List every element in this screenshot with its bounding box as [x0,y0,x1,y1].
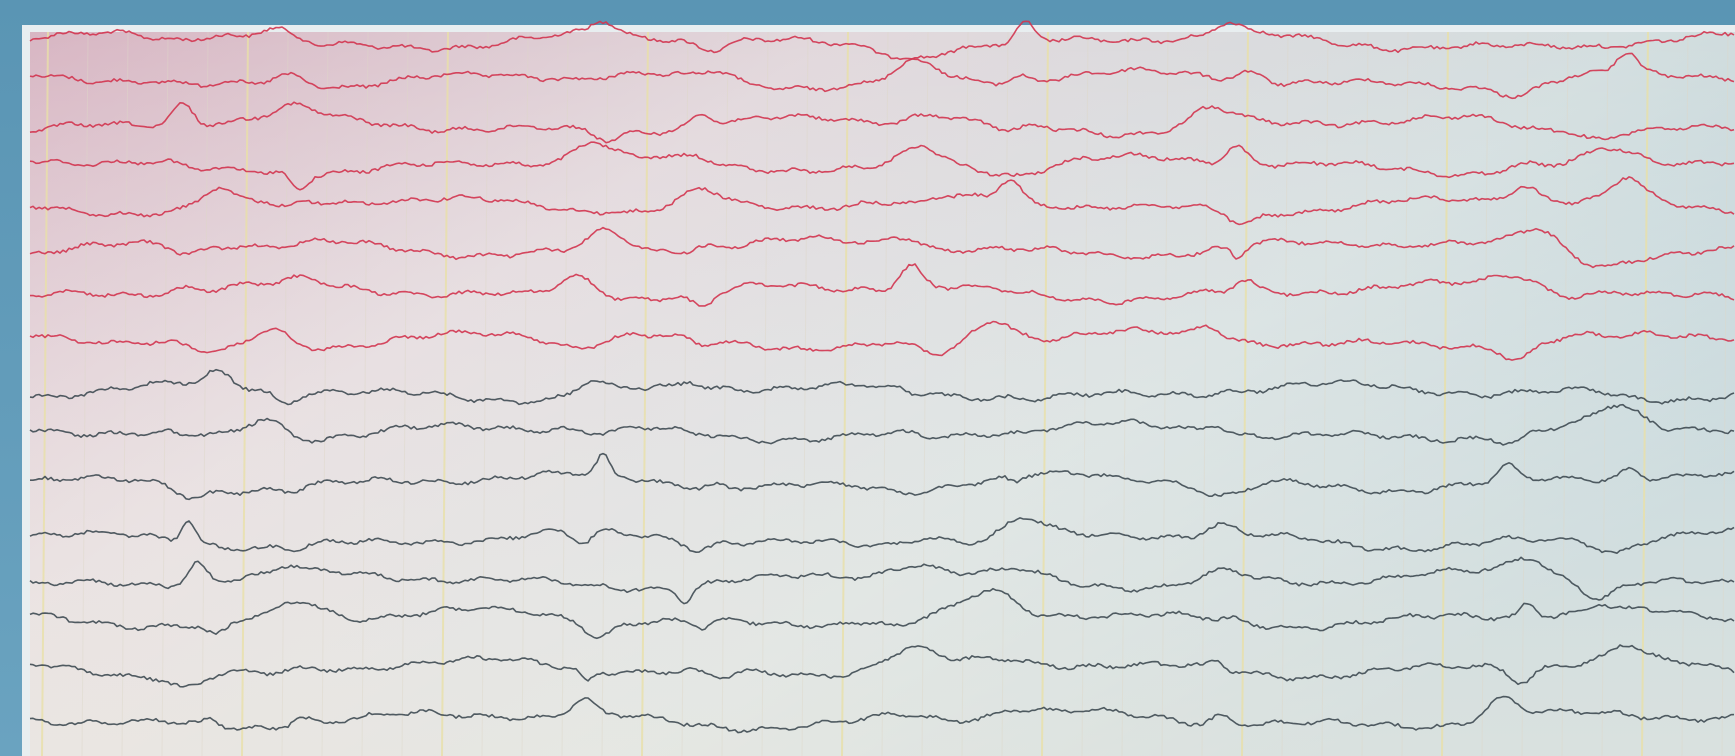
page: (() => { const data = JSON.parse(documen… [0,0,1735,756]
eeg-photo [0,0,1735,756]
